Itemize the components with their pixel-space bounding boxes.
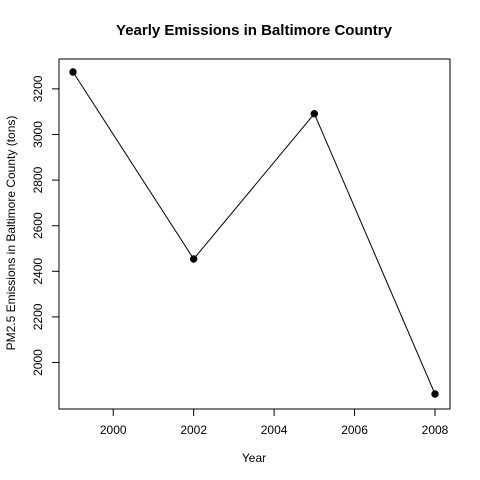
x-axis-label: Year bbox=[242, 451, 266, 465]
data-point-1999 bbox=[69, 68, 77, 76]
series-points bbox=[69, 68, 439, 398]
data-point-2005 bbox=[310, 110, 319, 118]
x-tick-label: 2004 bbox=[261, 423, 288, 437]
x-axis: 2000 2002 2004 2006 2008 bbox=[100, 408, 449, 437]
x-tick-label: 2008 bbox=[422, 423, 449, 437]
plot-frame bbox=[58, 58, 451, 410]
y-tick-label: 2800 bbox=[31, 166, 45, 193]
y-tick-label: 2200 bbox=[31, 303, 45, 330]
y-tick-label: 3200 bbox=[31, 75, 45, 102]
data-point-2002 bbox=[189, 255, 198, 263]
y-axis: 2000 2200 2400 2600 2800 3000 3200 bbox=[31, 75, 60, 376]
y-tick-label: 2400 bbox=[31, 258, 45, 285]
series-line bbox=[72, 71, 436, 395]
y-tick-label: 2000 bbox=[31, 349, 45, 376]
y-axis-label: PM2.5 Emissions in Baltimore County (ton… bbox=[4, 116, 18, 351]
chart-title: Yearly Emissions in Baltimore Country bbox=[116, 22, 393, 39]
x-tick-label: 2000 bbox=[100, 423, 127, 437]
y-tick-label: 3000 bbox=[31, 121, 45, 148]
x-tick-label: 2006 bbox=[341, 423, 368, 437]
data-point-2008 bbox=[431, 390, 439, 398]
x-tick-label: 2002 bbox=[180, 423, 207, 437]
y-tick-label: 2600 bbox=[31, 212, 45, 239]
